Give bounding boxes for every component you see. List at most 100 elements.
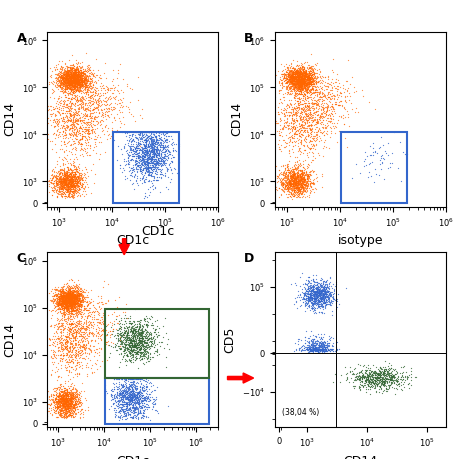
Point (302, 73, 310, 80)
Point (296, 67, 304, 75)
Point (67, 356, 74, 364)
Point (67, 117, 74, 124)
Point (294, 180, 301, 187)
Point (127, 387, 135, 395)
Point (128, 336, 135, 343)
Point (293, 78, 301, 86)
Point (287, 179, 294, 186)
Point (69, 182, 76, 189)
Point (78, 126, 86, 133)
Point (55, 389, 63, 396)
Point (157, 160, 165, 167)
Point (308, 346, 315, 353)
Point (64, 81, 72, 88)
Point (301, 67, 309, 74)
Point (66, 338, 73, 345)
Point (295, 335, 302, 342)
Point (319, 123, 327, 131)
Point (278, 67, 286, 74)
Point (316, 346, 324, 353)
Point (67, 174, 75, 181)
Point (74, 177, 82, 185)
Point (62, 405, 69, 413)
Point (300, 67, 307, 75)
Point (167, 165, 175, 173)
Point (62, 180, 69, 188)
Point (139, 161, 146, 168)
Point (295, 72, 303, 79)
Point (67, 358, 75, 365)
Point (306, 107, 314, 114)
Point (65, 357, 73, 364)
Point (75, 320, 82, 328)
Point (65, 404, 73, 411)
Point (69, 181, 76, 188)
Point (68, 289, 76, 296)
Point (124, 388, 131, 396)
Point (301, 83, 309, 90)
Point (143, 378, 151, 386)
Point (121, 412, 128, 419)
Point (144, 168, 151, 176)
Point (52, 391, 60, 398)
Point (283, 175, 291, 182)
Point (143, 164, 150, 171)
Point (380, 380, 388, 387)
Point (84, 127, 92, 134)
Point (62, 396, 70, 403)
Point (69, 175, 77, 183)
Point (362, 369, 369, 377)
Point (306, 94, 313, 101)
Point (89, 105, 97, 112)
Point (386, 371, 394, 378)
Point (144, 155, 152, 162)
Point (145, 139, 153, 146)
Point (75, 349, 83, 356)
Point (84, 300, 92, 308)
Point (101, 108, 109, 115)
Point (77, 359, 85, 366)
Point (318, 115, 325, 122)
Point (122, 383, 130, 391)
Point (96, 305, 104, 312)
Point (74, 290, 82, 297)
Point (49, 392, 57, 399)
Point (123, 347, 131, 354)
Point (286, 87, 294, 95)
Point (340, 121, 347, 128)
Point (63, 397, 71, 405)
Point (52, 84, 60, 91)
Point (53, 77, 60, 84)
Point (84, 324, 92, 331)
Point (134, 393, 141, 401)
Point (303, 170, 311, 178)
Point (61, 302, 69, 309)
Point (308, 126, 315, 134)
Point (74, 130, 82, 138)
Point (77, 331, 85, 339)
Point (62, 185, 70, 193)
Point (133, 386, 140, 393)
Point (124, 401, 131, 409)
Point (66, 85, 73, 92)
Point (150, 343, 158, 351)
Point (296, 66, 303, 73)
Point (66, 398, 73, 406)
Point (309, 341, 317, 348)
Point (282, 123, 290, 130)
Point (67, 391, 75, 398)
Point (302, 73, 310, 80)
Point (307, 298, 314, 305)
Point (48, 307, 56, 314)
Point (312, 79, 319, 87)
Point (91, 308, 98, 316)
Point (398, 377, 406, 384)
Point (136, 318, 143, 325)
Point (329, 104, 337, 112)
Point (138, 129, 146, 137)
Point (59, 344, 67, 352)
Point (75, 69, 83, 76)
Point (57, 362, 65, 369)
Point (139, 146, 147, 153)
Point (66, 184, 73, 191)
